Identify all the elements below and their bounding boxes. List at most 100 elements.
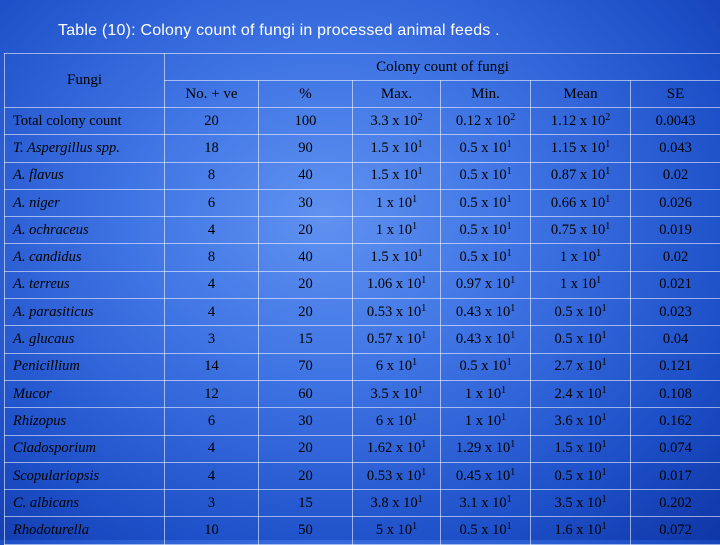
cell-mean-exponent: 1 [602,467,607,478]
cell-no-positive: 6 [165,189,259,216]
cell-max-base: 1 x 10 [376,195,412,211]
cell-min-exponent: 1 [510,330,515,341]
cell-max-exponent: 1 [412,194,417,205]
cell-min-base: 0.97 x 10 [456,276,510,292]
cell-min: 0.12 x 102 [441,108,531,135]
cell-min-base: 1 x 10 [465,413,501,429]
cell-percent: 20 [259,462,353,489]
cell-min-base: 1.29 x 10 [456,440,510,456]
cell-mean-exponent: 1 [605,166,610,177]
table-title: Table (10): Colony count of fungi in pro… [58,22,500,40]
cell-percent: 100 [259,108,353,135]
cell-mean-exponent: 1 [605,139,610,150]
cell-se: 0.02 [631,162,720,189]
cell-se: 0.108 [631,380,720,407]
cell-mean-base: 0.75 x 10 [551,222,605,238]
cell-fungus-name: Penicillium [5,353,165,380]
cell-max-exponent: 1 [412,521,417,532]
cell-mean: 0.66 x 101 [531,189,631,216]
cell-mean-exponent: 1 [605,221,610,232]
cell-no-positive: 18 [165,135,259,162]
cell-max: 1.5 x 101 [353,162,441,189]
cell-fungus-name: C. albicans [5,490,165,517]
cell-no-positive: 3 [165,490,259,517]
cell-mean: 0.87 x 101 [531,162,631,189]
cell-min: 0.43 x 101 [441,326,531,353]
cell-fungus-name: A. terreus [5,271,165,298]
cell-max-exponent: 1 [421,330,426,341]
cell-se: 0.072 [631,517,720,544]
cell-no-positive: 4 [165,299,259,326]
cell-se: 0.074 [631,435,720,462]
cell-percent: 40 [259,244,353,271]
cell-min: 1 x 101 [441,380,531,407]
cell-mean: 2.7 x 101 [531,353,631,380]
cell-min-base: 0.5 x 10 [459,222,506,238]
cell-mean-exponent: 1 [596,275,601,286]
cell-min: 1.29 x 101 [441,435,531,462]
cell-max: 3.5 x 101 [353,380,441,407]
cell-mean: 1.15 x 101 [531,135,631,162]
header-percent: % [259,81,353,108]
cell-max-exponent: 1 [421,303,426,314]
cell-min-exponent: 1 [501,385,506,396]
cell-min-exponent: 1 [507,166,512,177]
cell-mean-exponent: 1 [596,248,601,259]
cell-max: 5 x 101 [353,517,441,544]
cell-min: 0.43 x 101 [441,299,531,326]
cell-max-base: 5 x 10 [376,522,412,538]
cell-max-base: 0.53 x 10 [367,304,421,320]
cell-min-exponent: 1 [507,194,512,205]
cell-mean-base: 2.4 x 10 [554,386,601,402]
cell-fungus-name: Cladosporium [5,435,165,462]
header-colony-count: Colony count of fungi [165,54,720,81]
cell-max-exponent: 1 [421,275,426,286]
cell-se: 0.021 [631,271,720,298]
cell-mean-exponent: 1 [602,303,607,314]
cell-max: 0.57 x 101 [353,326,441,353]
cell-mean-base: 3.5 x 10 [554,495,601,511]
cell-max-base: 1.5 x 10 [370,140,417,156]
cell-max: 1.62 x 101 [353,435,441,462]
cell-mean: 3.5 x 101 [531,490,631,517]
cell-min: 3.1 x 101 [441,490,531,517]
cell-min-base: 3.1 x 10 [459,495,506,511]
cell-max-base: 6 x 10 [376,413,412,429]
cell-fungus-name: Rhodoturella [5,517,165,544]
cell-max: 0.53 x 101 [353,462,441,489]
cell-min-exponent: 1 [510,439,515,450]
cell-min-base: 0.5 x 10 [459,358,506,374]
cell-mean: 1.5 x 101 [531,435,631,462]
cell-max-base: 3.3 x 10 [370,113,417,129]
cell-min-exponent: 1 [507,494,512,505]
cell-mean-base: 0.66 x 10 [551,195,605,211]
cell-min: 0.45 x 101 [441,462,531,489]
cell-fungus-name: A. parasiticus [5,299,165,326]
cell-no-positive: 8 [165,244,259,271]
cell-no-positive: 3 [165,326,259,353]
cell-max-exponent: 2 [418,112,423,123]
cell-max: 6 x 101 [353,353,441,380]
cell-no-positive: 14 [165,353,259,380]
cell-min-base: 0.5 x 10 [459,167,506,183]
cell-mean: 3.6 x 101 [531,408,631,435]
cell-mean-base: 2.7 x 10 [554,358,601,374]
cell-max-base: 3.5 x 10 [370,386,417,402]
cell-mean-base: 1 x 10 [560,249,596,265]
cell-no-positive: 4 [165,435,259,462]
header-max: Max. [353,81,441,108]
cell-no-positive: 4 [165,217,259,244]
cell-percent: 15 [259,490,353,517]
cell-max: 1 x 101 [353,189,441,216]
cell-min-exponent: 1 [501,412,506,423]
cell-percent: 70 [259,353,353,380]
cell-min-base: 0.5 x 10 [459,195,506,211]
cell-min-base: 0.43 x 10 [456,331,510,347]
cell-mean: 0.5 x 101 [531,462,631,489]
cell-min-exponent: 1 [507,521,512,532]
cell-se: 0.04 [631,326,720,353]
